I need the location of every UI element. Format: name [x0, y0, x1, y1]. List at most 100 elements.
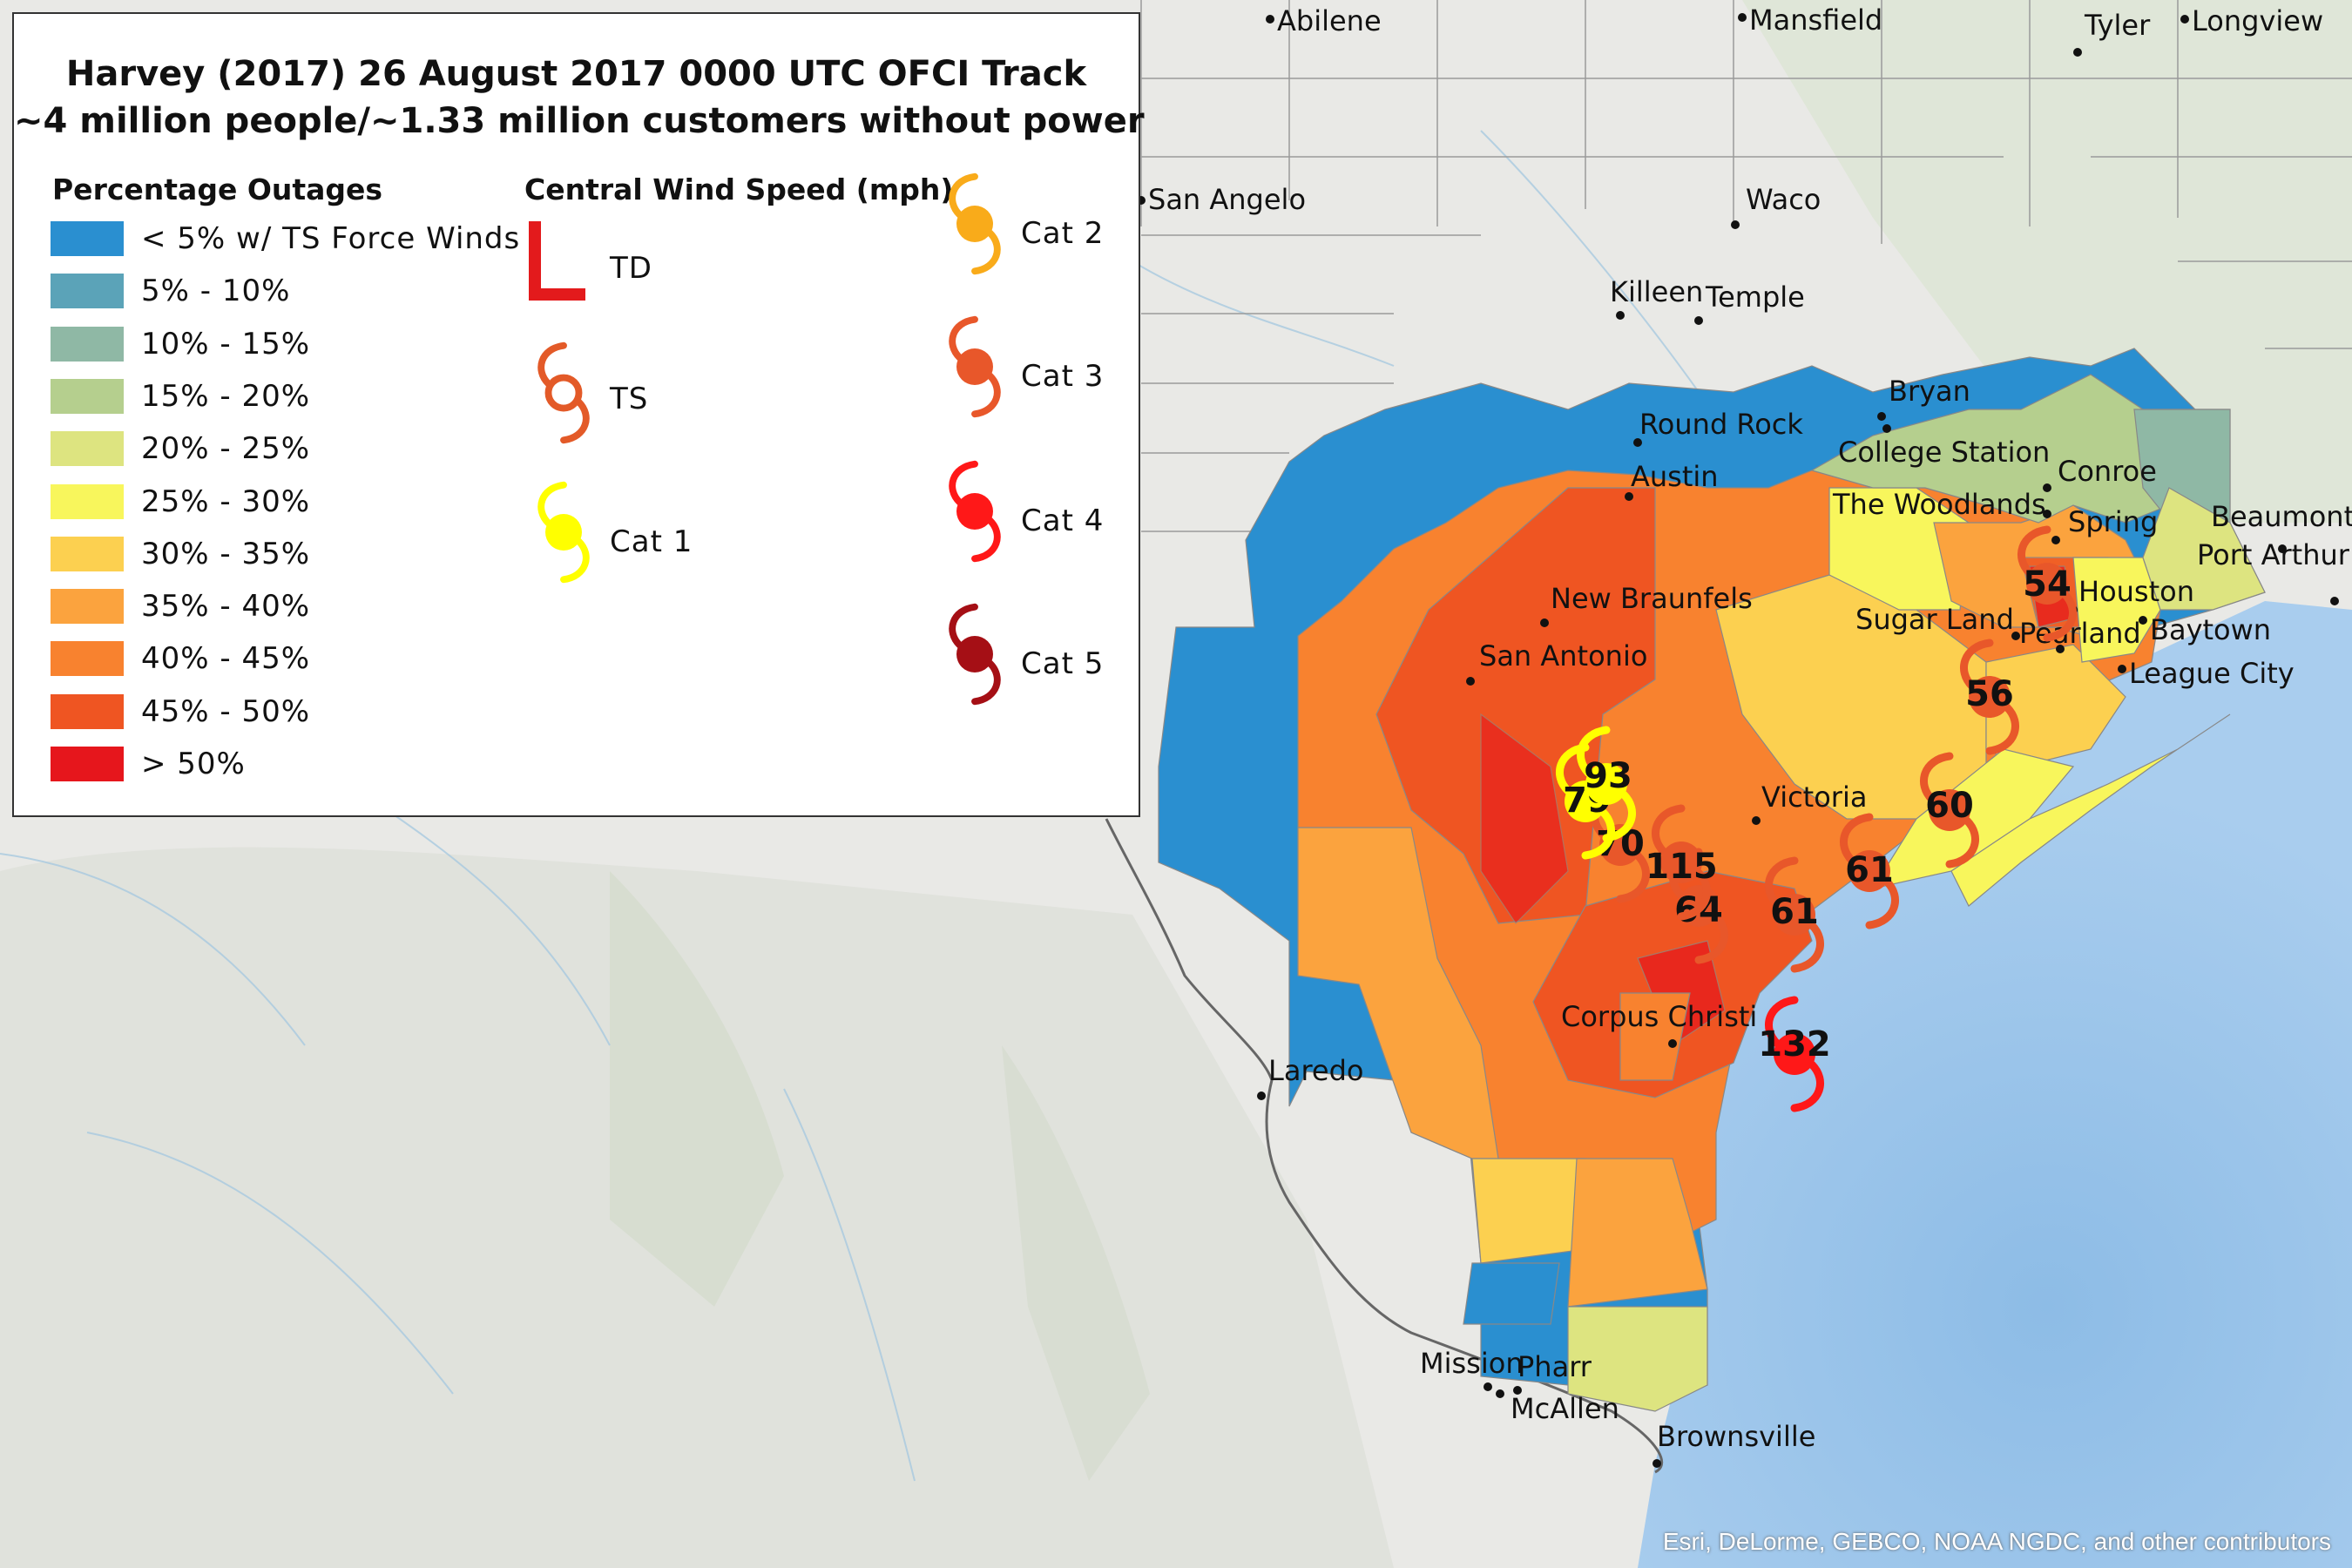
legend-swatch-label: 40% - 45%	[141, 641, 311, 677]
city-label: Tyler	[2084, 9, 2151, 42]
wind-legend-heading: Central Wind Speed (mph)	[524, 172, 954, 206]
legend-swatch	[51, 641, 124, 677]
city-label: Waco	[1746, 183, 1821, 216]
rivers	[0, 130, 1700, 1482]
legend-swatch	[51, 483, 124, 519]
legend-swatch-label: 35% - 40%	[141, 589, 311, 625]
city-label: League City	[2129, 657, 2295, 690]
city-beaumont: Beaumont	[2211, 500, 2352, 553]
wind-label-cat1: Cat 1	[610, 524, 693, 559]
track-point-132: 132	[1758, 1000, 1831, 1108]
hurricane-cat1-icon	[533, 476, 594, 589]
outage-legend-row: 5% - 10%	[51, 272, 290, 310]
city-label: Port Arthur	[2197, 538, 2350, 571]
city-label: College Station	[1838, 436, 2050, 469]
city-label: Abilene	[1277, 4, 1382, 37]
legend-swatch-label: 30% - 35%	[141, 536, 311, 571]
city-label: McAllen	[1511, 1392, 1619, 1425]
city-label: Corpus Christi	[1561, 1000, 1757, 1033]
city-pearland: Pearland	[2019, 617, 2141, 653]
outage-region	[1158, 348, 2266, 1412]
legend-swatch	[51, 431, 124, 467]
track-point-54: 54	[2021, 530, 2072, 638]
legend-swatch	[51, 747, 124, 781]
city-label: Longview	[2192, 4, 2323, 37]
city-label: The Woodlands	[1832, 488, 2046, 521]
city-austin: Austin	[1625, 460, 1719, 501]
svg-text:60: 60	[1925, 786, 1974, 826]
city-san-antonio: San Antonio	[1466, 639, 1647, 686]
svg-text:132: 132	[1758, 1024, 1831, 1064]
legend-swatch-label: < 5% w/ TS Force Winds	[141, 221, 521, 256]
outage-legend-row: 25% - 30%	[51, 483, 310, 521]
outage-legend-row: 40% - 45%	[51, 639, 310, 678]
city-temple: Temple	[1694, 280, 1805, 325]
city-label: Mission	[1420, 1347, 1524, 1380]
city-bryan: Bryan	[1877, 375, 1970, 421]
city-college-station: College Station	[1838, 424, 2050, 469]
city-longview: Longview	[2180, 4, 2323, 37]
map-title-line1: Harvey (2017) 26 August 2017 0000 UTC OF…	[65, 54, 1087, 94]
gulf-of-mexico	[1638, 601, 2352, 1568]
city-victoria: Victoria	[1752, 781, 1867, 825]
city-the-woodlands: The Woodlands	[1832, 488, 2051, 521]
legend-swatch-label: 45% - 50%	[141, 693, 311, 729]
city-brownsville: Brownsville	[1652, 1420, 1815, 1468]
outage-legend-row: > 50%	[51, 745, 246, 783]
city-label: Sugar Land	[1855, 603, 2014, 636]
legend-swatch-label: > 50%	[141, 747, 246, 781]
city-label: San Angelo	[1148, 183, 1306, 216]
hurricane-cat5-icon	[944, 598, 1005, 711]
wind-label-td: TD	[610, 251, 652, 286]
city-label: Victoria	[1761, 781, 1867, 814]
city-label: Pearland	[2019, 617, 2141, 650]
map-attribution: Esri, DeLorme, GEBCO, NOAA NGDC, and oth…	[1662, 1528, 2331, 1555]
county-boundaries	[1140, 0, 2352, 532]
legend-swatch-label: 20% - 25%	[141, 431, 311, 467]
wind-label-ts: TS	[610, 382, 649, 416]
tropical-storm-icon	[533, 336, 594, 449]
hurricane-cat3-icon	[944, 310, 1005, 423]
track-point-60: 60	[1923, 756, 1975, 864]
city-sugar-land: Sugar Land	[1855, 603, 2020, 640]
city-label: Laredo	[1268, 1054, 1363, 1087]
legend-swatch	[51, 589, 124, 625]
outage-legend-row: 10% - 15%	[51, 325, 310, 363]
hurricane-cat2-icon	[944, 167, 1005, 280]
city-mcallen: McAllen	[1496, 1389, 1619, 1425]
city-label: Killeen	[1610, 275, 1703, 308]
legend-swatch-label: 15% - 20%	[141, 378, 311, 414]
rio-grande-border	[1105, 818, 1664, 1474]
outage-legend-row: 35% - 40%	[51, 587, 310, 625]
track-point-61a: 61	[1768, 861, 1820, 969]
east-texas-land	[1742, 0, 2352, 523]
city-label: Bryan	[1889, 375, 1970, 408]
city-round-rock: Round Rock	[1633, 408, 1803, 447]
city-abilene: Abilene	[1266, 4, 1382, 37]
city-label: Houston	[2078, 575, 2194, 608]
track-point-56: 56	[1963, 643, 2015, 751]
outage-legend-row: 45% - 50%	[51, 693, 310, 731]
city-mansfield: Mansfield	[1738, 3, 1882, 37]
city-labels: Abilene Mansfield Tyler Longview San Ang…	[1137, 3, 2352, 1468]
city-label: Spring	[2068, 505, 2158, 538]
outage-legend-heading: Percentage Outages	[52, 172, 383, 206]
city-mission: Mission	[1420, 1347, 1524, 1391]
city-san-angelo: San Angelo	[1137, 183, 1306, 216]
city-label: Temple	[1705, 280, 1805, 314]
svg-text:115: 115	[1645, 847, 1718, 887]
legend-swatch-label: 10% - 15%	[141, 326, 311, 362]
wind-label-cat5: Cat 5	[1021, 646, 1105, 681]
legend-swatch	[51, 221, 124, 256]
city-label: Pharr	[1517, 1350, 1592, 1383]
svg-text:93: 93	[1584, 756, 1632, 796]
outage-legend-row: 20% - 25%	[51, 429, 310, 468]
city-league-city: League City	[2118, 657, 2295, 690]
legend-swatch	[51, 693, 124, 729]
city-label: Beaumont	[2211, 500, 2352, 533]
map-title-line2: ~4 million people/~1.33 million customer…	[14, 101, 1145, 141]
city-new-braunfels: New Braunfels	[1540, 582, 1753, 627]
city-houston: Houston	[2069, 575, 2194, 614]
city-label: San Antonio	[1479, 639, 1647, 672]
